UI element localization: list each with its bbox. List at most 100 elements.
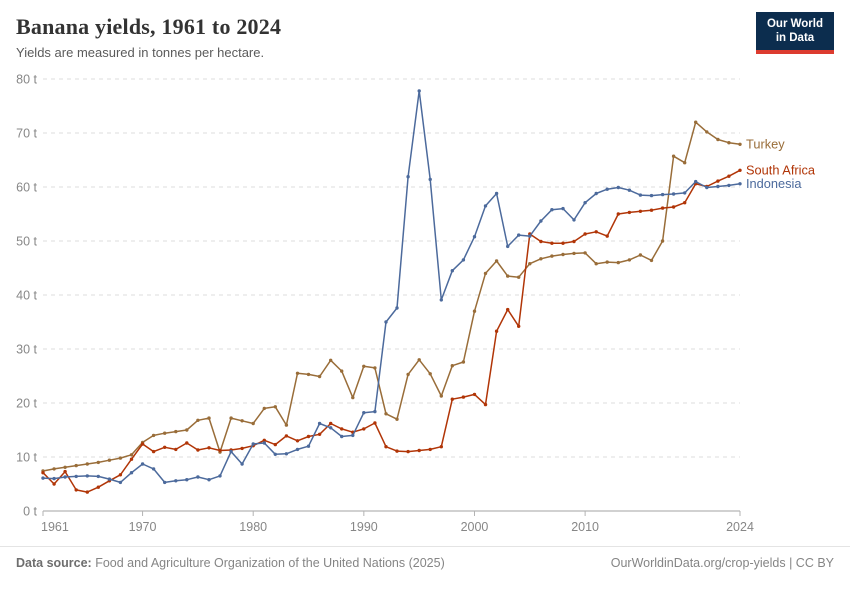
data-point bbox=[218, 448, 222, 453]
data-point bbox=[561, 241, 565, 245]
data-point bbox=[572, 239, 576, 244]
data-point bbox=[306, 372, 311, 377]
data-source-note: Data source: Food and Agriculture Organi… bbox=[16, 556, 445, 570]
data-point bbox=[738, 168, 742, 172]
series-line-turkey[interactable] bbox=[41, 120, 742, 473]
data-point bbox=[428, 177, 432, 182]
y-tick-label: 20 t bbox=[16, 396, 37, 410]
page-title: Banana yields, 1961 to 2024 bbox=[16, 14, 282, 39]
data-point bbox=[284, 434, 289, 438]
data-point bbox=[694, 179, 698, 184]
data-point bbox=[63, 465, 67, 469]
data-point bbox=[185, 441, 189, 445]
data-point bbox=[185, 478, 189, 482]
data-point bbox=[362, 427, 366, 431]
data-point bbox=[406, 372, 410, 377]
data-point bbox=[52, 482, 56, 486]
y-tick-label: 80 t bbox=[16, 72, 37, 86]
data-point bbox=[229, 416, 233, 420]
data-point bbox=[373, 409, 377, 414]
y-tick-label: 0 t bbox=[23, 504, 37, 518]
data-point bbox=[483, 271, 488, 276]
data-point bbox=[118, 456, 123, 460]
license-link[interactable]: CC BY bbox=[795, 556, 834, 570]
data-point bbox=[727, 183, 731, 188]
series-label-indonesia[interactable]: Indonesia bbox=[746, 176, 802, 191]
data-point bbox=[649, 193, 654, 198]
data-point bbox=[671, 205, 676, 209]
x-axis: 1961 1970 1980 1990 2000 2010 2024 bbox=[41, 511, 754, 534]
x-tick-label: 1961 bbox=[41, 520, 69, 534]
data-point bbox=[52, 476, 56, 481]
data-point bbox=[472, 392, 477, 397]
data-point bbox=[450, 269, 454, 273]
owid-logo-line2: in Data bbox=[775, 32, 815, 45]
series-label-south-africa[interactable]: South Africa bbox=[746, 163, 816, 178]
owid-url-link[interactable]: OurWorldinData.org/crop-yields bbox=[610, 556, 786, 570]
data-point bbox=[727, 141, 731, 145]
data-point bbox=[251, 442, 255, 446]
data-point bbox=[616, 212, 620, 216]
data-point bbox=[494, 329, 499, 333]
data-point bbox=[583, 232, 587, 236]
data-point bbox=[362, 364, 366, 368]
data-point bbox=[384, 412, 388, 416]
data-point bbox=[439, 298, 443, 302]
data-point bbox=[439, 394, 443, 398]
series-label-turkey[interactable]: Turkey bbox=[746, 137, 785, 152]
data-point bbox=[295, 447, 300, 452]
data-point bbox=[340, 369, 344, 373]
data-point bbox=[251, 421, 255, 426]
data-point bbox=[306, 444, 311, 448]
owid-logo[interactable]: Our World in Data bbox=[756, 12, 834, 54]
data-point bbox=[63, 475, 67, 479]
x-tick-label: 2010 bbox=[571, 520, 599, 534]
data-point bbox=[118, 480, 123, 485]
data-point bbox=[340, 427, 344, 431]
data-point bbox=[417, 358, 421, 362]
data-point bbox=[683, 191, 687, 195]
series-line-south-africa[interactable] bbox=[41, 168, 742, 494]
data-point bbox=[74, 488, 78, 492]
data-point bbox=[174, 429, 178, 434]
data-point bbox=[428, 447, 432, 452]
data-point bbox=[738, 142, 742, 146]
data-point bbox=[129, 453, 134, 457]
data-point bbox=[295, 439, 300, 443]
data-point bbox=[207, 446, 211, 450]
data-point bbox=[671, 154, 676, 158]
data-point bbox=[528, 234, 532, 238]
data-point bbox=[450, 364, 454, 368]
series-line-indonesia[interactable] bbox=[41, 89, 742, 485]
data-point bbox=[317, 421, 322, 426]
data-point bbox=[550, 241, 554, 245]
owid-logo-line1: Our World bbox=[766, 18, 823, 30]
data-point bbox=[550, 254, 554, 258]
data-point bbox=[483, 402, 488, 407]
data-point bbox=[616, 185, 620, 190]
data-point bbox=[472, 309, 477, 313]
data-point bbox=[572, 251, 576, 256]
data-point bbox=[605, 187, 609, 191]
chart-area[interactable]: 0 t 10 t 20 t 30 t 40 t 50 t 60 t 70 t 80 t 1961 1… bbox=[0, 71, 850, 546]
data-point bbox=[85, 462, 90, 466]
data-point bbox=[163, 480, 167, 485]
y-tick-label: 60 t bbox=[16, 180, 37, 194]
data-point bbox=[151, 449, 156, 454]
series-path-turkey bbox=[42, 121, 741, 472]
data-point bbox=[107, 477, 112, 481]
data-point bbox=[163, 445, 167, 449]
data-point bbox=[163, 431, 167, 435]
data-point bbox=[461, 258, 466, 262]
data-point bbox=[627, 188, 632, 192]
y-tick-label: 50 t bbox=[16, 234, 37, 248]
data-point bbox=[649, 208, 654, 212]
data-point bbox=[517, 324, 521, 328]
data-point bbox=[107, 458, 112, 462]
data-point bbox=[550, 208, 554, 212]
data-point bbox=[461, 360, 466, 364]
data-source-text: Food and Agriculture Organization of the… bbox=[95, 556, 445, 570]
series-path-south-africa bbox=[42, 169, 741, 493]
